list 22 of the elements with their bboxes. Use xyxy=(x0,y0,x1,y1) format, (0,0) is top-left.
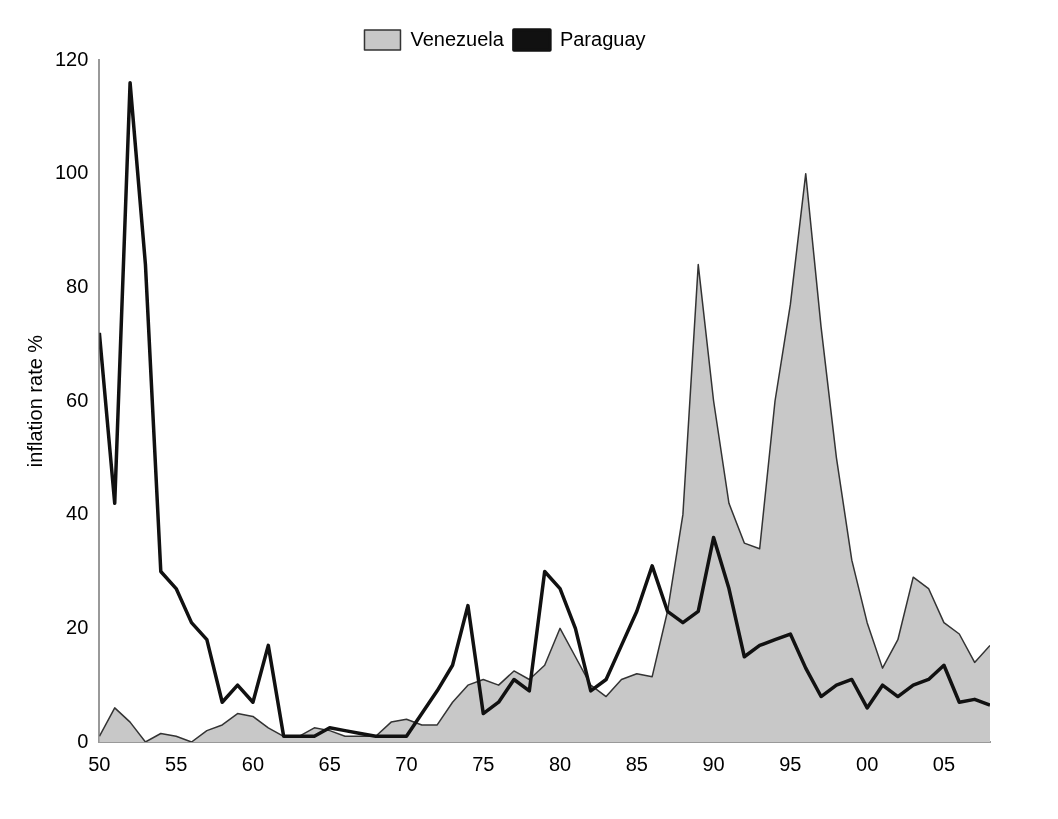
legend-label: Venezuela xyxy=(410,27,505,50)
x-tick-label: 90 xyxy=(702,752,725,775)
y-tick-label: 60 xyxy=(66,388,89,411)
x-tick-label: 55 xyxy=(165,752,188,775)
x-tick-label: 60 xyxy=(241,752,265,775)
x-tick-label: 00 xyxy=(856,752,879,775)
x-tick-label: 65 xyxy=(318,752,341,775)
x-tick-label: 85 xyxy=(625,752,648,775)
x-tick-label: 95 xyxy=(779,752,802,775)
legend-label: Paraguay xyxy=(559,27,646,50)
x-tick-label: 05 xyxy=(932,752,956,775)
x-tick-label: 70 xyxy=(395,752,418,775)
y-tick-label: 100 xyxy=(54,161,89,184)
y-tick-label: 20 xyxy=(66,615,89,638)
y-tick-label: 120 xyxy=(54,47,89,70)
x-tick-label: 80 xyxy=(548,752,572,775)
x-tick-label: 75 xyxy=(472,752,495,775)
y-tick-label: 0 xyxy=(77,729,89,752)
x-tick-label: 50 xyxy=(88,752,111,775)
y-axis-title: inflation rate % xyxy=(23,334,46,468)
y-tick-label: 40 xyxy=(66,502,89,525)
y-tick-label: 80 xyxy=(66,274,89,297)
